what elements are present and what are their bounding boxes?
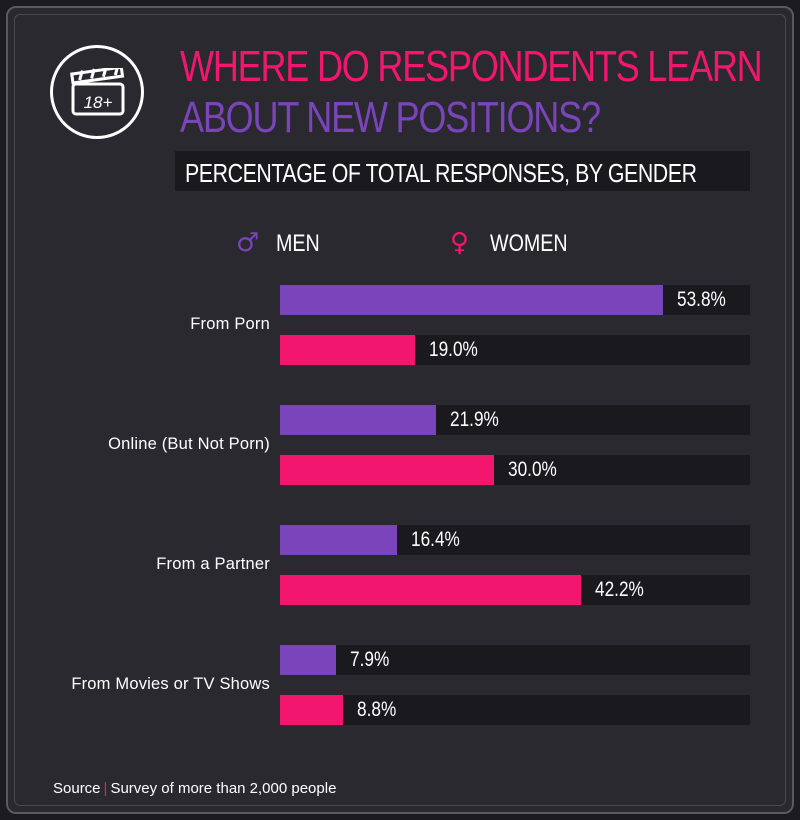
data-label: 16.4% [411,528,460,551]
category-label: From Movies or TV Shows [71,675,270,693]
subtitle-banner: PERCENTAGE OF TOTAL RESPONSES, BY GENDER [175,151,750,191]
bar-track: 8.8% [280,695,750,725]
data-label: 53.8% [677,288,726,311]
data-label: 42.2% [595,578,644,601]
female-symbol-icon: ♀ [450,228,470,258]
bar-track: 16.4% [280,525,750,555]
bar-men [280,645,336,675]
legend-men-label: MEN [276,230,320,257]
bar-women [280,695,343,725]
chart-title-line2: ABOUT NEW POSITIONS? [180,93,601,142]
male-symbol-icon: ♂ [236,228,260,258]
bar-track: 19.0% [280,335,750,365]
bar-women [280,335,415,365]
bar-men [280,525,397,555]
chart-title-line1: WHERE DO RESPONDENTS LEARN [180,42,763,91]
bar-women [280,575,581,605]
bar-men [280,285,663,315]
adult-badge: 18+ [50,45,144,139]
data-label: 30.0% [508,458,557,481]
bar-track: 30.0% [280,455,750,485]
bar-track: 7.9% [280,645,750,675]
badge-text: 18+ [84,93,113,112]
data-label: 21.9% [450,408,499,431]
source-note: Source | Survey of more than 2,000 people [53,780,336,797]
data-label: 7.9% [350,648,390,671]
bar-men [280,405,436,435]
category-label: Online (But Not Porn) [108,435,270,453]
frame-border [14,14,786,806]
bar-track: 53.8% [280,285,750,315]
legend-women-label: WOMEN [490,230,568,257]
category-label: From Porn [190,315,270,333]
chart-subtitle: PERCENTAGE OF TOTAL RESPONSES, BY GENDER [185,158,697,188]
data-label: 19.0% [429,338,478,361]
bar-women [280,455,494,485]
bar-track: 42.2% [280,575,750,605]
data-label: 8.8% [357,698,397,721]
source-separator: | [103,780,108,797]
source-text: Survey of more than 2,000 people [110,780,337,797]
clapperboard-icon: 18+ [70,68,125,116]
source-label: Source [53,780,101,797]
category-label: From a Partner [156,555,270,573]
bar-track: 21.9% [280,405,750,435]
